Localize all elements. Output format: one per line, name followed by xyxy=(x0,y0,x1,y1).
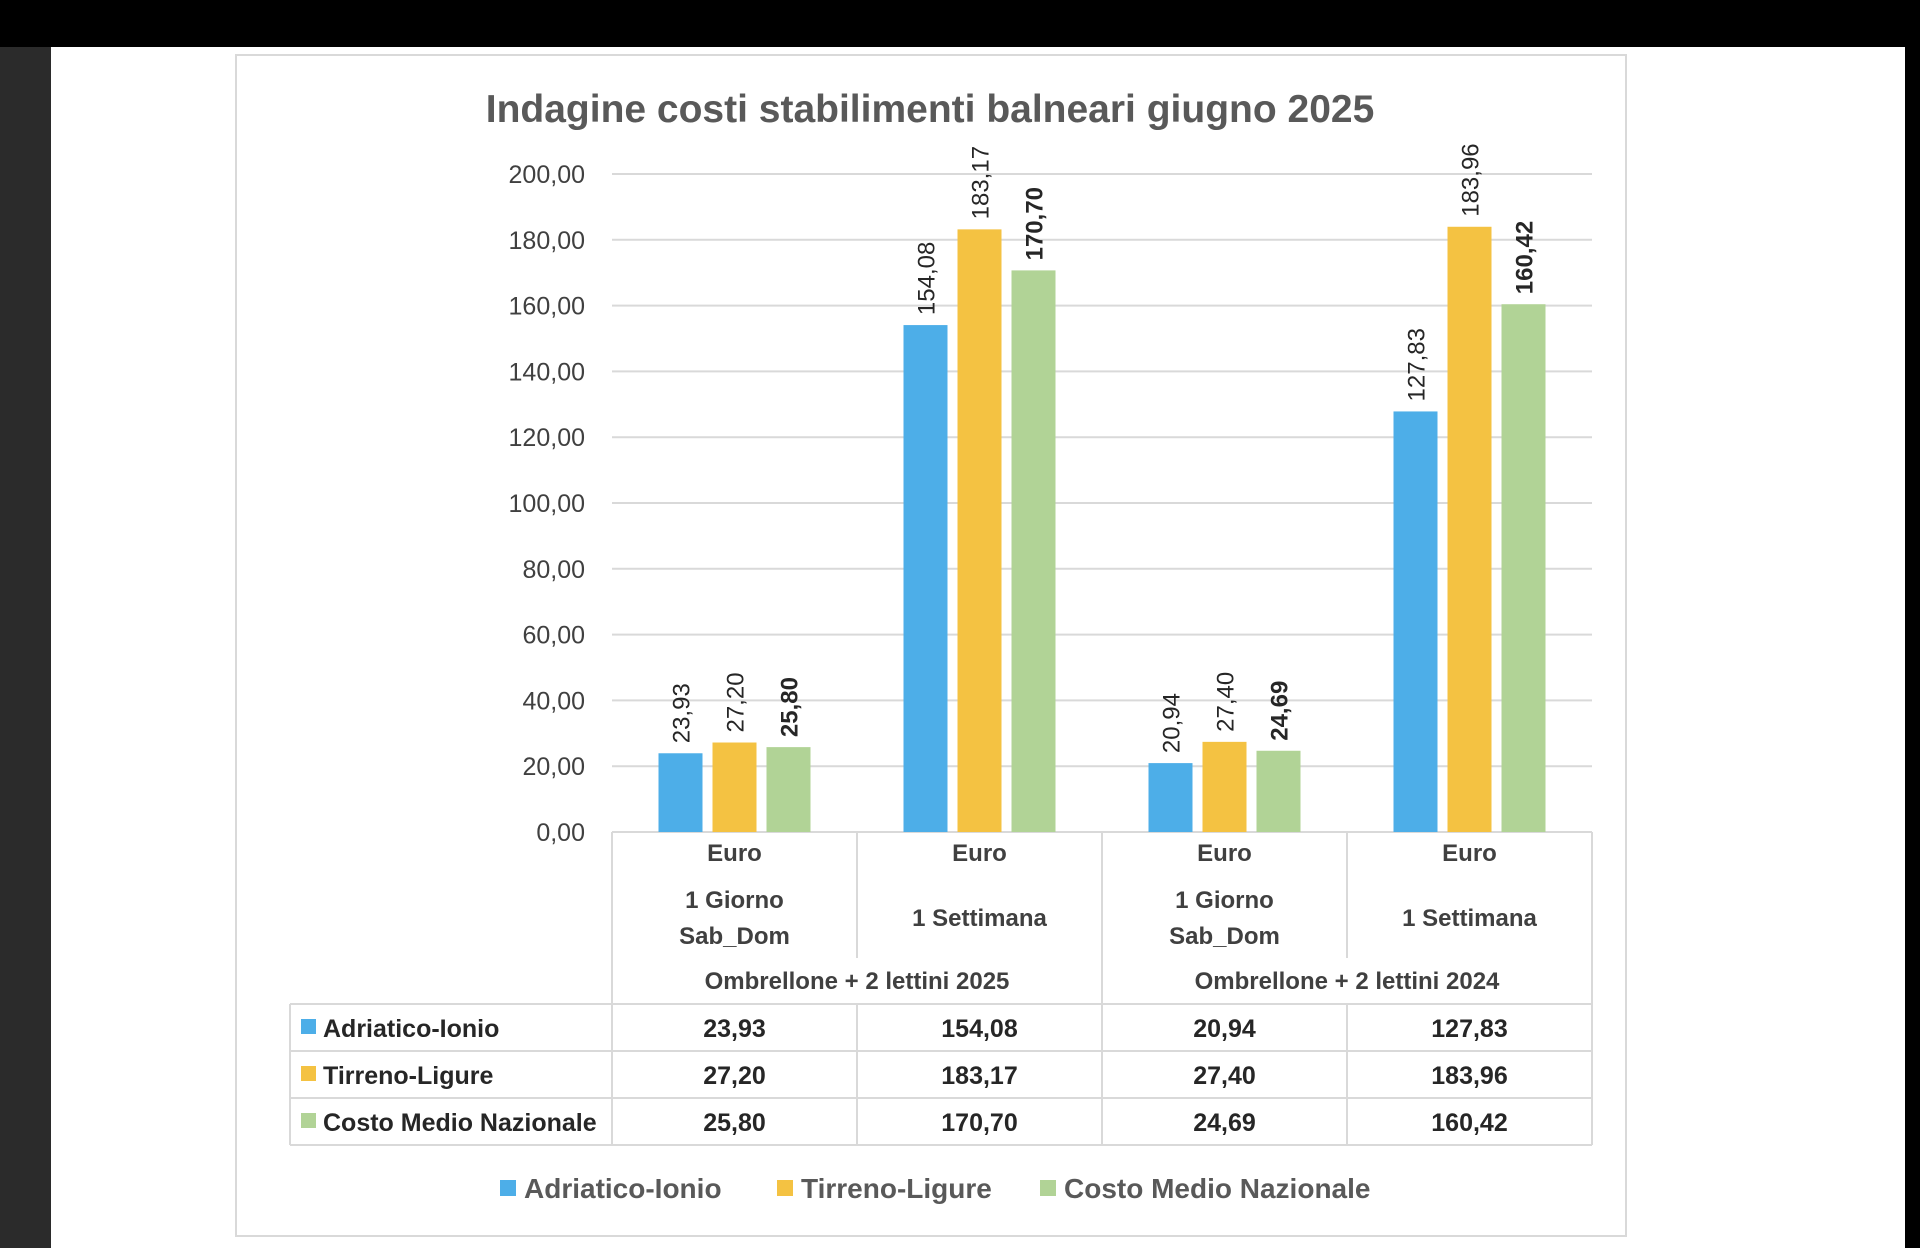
category-label: 1 Giorno xyxy=(1175,887,1274,914)
bar xyxy=(1256,750,1301,832)
left-panel xyxy=(0,47,51,1248)
table-legend-swatch xyxy=(301,1019,316,1034)
bar xyxy=(1011,270,1056,833)
data-label: 20,94 xyxy=(1159,693,1186,753)
table-cell: 170,70 xyxy=(941,1109,1017,1137)
table-cell: 23,93 xyxy=(703,1015,766,1043)
data-label: 27,40 xyxy=(1213,672,1240,732)
chart-title: Indagine costi stabilimenti balneari giu… xyxy=(486,88,1375,131)
group-label: Ombrellone + 2 lettini 2025 xyxy=(705,968,1010,995)
y-tick-label: 80,00 xyxy=(522,556,585,584)
table-cell: 24,69 xyxy=(1193,1109,1256,1137)
data-label: 23,93 xyxy=(669,683,696,743)
legend-label: Adriatico-Ionio xyxy=(524,1173,722,1204)
bars xyxy=(658,226,1546,833)
table-legend-swatch xyxy=(301,1066,316,1081)
legend-swatch xyxy=(1040,1180,1056,1196)
category-unit: Euro xyxy=(707,840,762,867)
table-row-name: Tirreno-Ligure xyxy=(323,1062,493,1090)
data-label: 183,17 xyxy=(968,146,995,219)
table-cell: 20,94 xyxy=(1193,1015,1256,1043)
y-tick-label: 180,00 xyxy=(509,227,585,255)
table-cell: 183,17 xyxy=(941,1062,1017,1090)
data-label: 154,08 xyxy=(914,242,941,315)
table-row-name: Costo Medio Nazionale xyxy=(323,1109,597,1137)
table-cell: 27,40 xyxy=(1193,1062,1256,1090)
y-tick-label: 120,00 xyxy=(509,424,585,452)
bar xyxy=(1393,411,1438,832)
data-label: 170,70 xyxy=(1022,187,1049,260)
table-cell: 154,08 xyxy=(941,1015,1018,1043)
legend-label: Costo Medio Nazionale xyxy=(1064,1173,1370,1204)
y-tick-label: 140,00 xyxy=(509,358,585,386)
legend-label: Tirreno-Ligure xyxy=(801,1173,992,1204)
bar xyxy=(712,742,757,832)
data-table: Euro 1 Giorno Sab_Dom Euro 1 Settimana Euro 1 … xyxy=(289,832,1593,1146)
table-cell: 25,80 xyxy=(703,1109,766,1137)
y-tick-label: 0,00 xyxy=(536,819,585,847)
data-label: 24,69 xyxy=(1267,681,1294,741)
bar xyxy=(903,325,948,832)
table-cell: 127,83 xyxy=(1431,1015,1507,1043)
category-unit: Euro xyxy=(1197,840,1252,867)
bar xyxy=(957,229,1002,832)
category-label: 1 Settimana xyxy=(1402,905,1537,932)
right-panel xyxy=(1905,47,1920,1248)
y-tick-label: 60,00 xyxy=(522,622,585,650)
y-tick-label: 200,00 xyxy=(509,161,585,189)
data-label: 183,96 xyxy=(1458,143,1485,216)
category-unit: Euro xyxy=(952,840,1007,867)
y-tick-label: 100,00 xyxy=(509,490,585,518)
bar xyxy=(1148,763,1193,832)
bar xyxy=(658,753,703,832)
category-label: Sab_Dom xyxy=(1169,923,1280,950)
category-unit: Euro xyxy=(1442,840,1497,867)
y-tick-label: 160,00 xyxy=(509,293,585,321)
table-legend-swatch xyxy=(301,1113,316,1128)
bar xyxy=(1447,226,1492,832)
category-label: 1 Giorno xyxy=(685,887,784,914)
y-axis-ticks: 0,00 20,00 40,00 60,00 80,00 100,00 120,00 140,… xyxy=(509,161,585,847)
group-label: Ombrellone + 2 lettini 2024 xyxy=(1195,968,1500,995)
category-label: Sab_Dom xyxy=(679,923,790,950)
bar xyxy=(1202,741,1247,832)
data-label: 160,42 xyxy=(1512,221,1539,294)
data-label: 27,20 xyxy=(723,672,750,732)
category-label: 1 Settimana xyxy=(912,905,1047,932)
table-cell: 160,42 xyxy=(1431,1109,1507,1137)
legend: Adriatico-Ionio Tirreno-Ligure Costo Medio… xyxy=(500,1173,1370,1204)
legend-swatch xyxy=(500,1180,516,1196)
table-cell: 183,96 xyxy=(1431,1062,1507,1090)
data-label: 25,80 xyxy=(777,677,804,737)
table-cell: 27,20 xyxy=(703,1062,766,1090)
legend-swatch xyxy=(777,1180,793,1196)
data-label: 127,83 xyxy=(1404,328,1431,401)
table-row-name: Adriatico-Ionio xyxy=(323,1015,499,1043)
y-tick-label: 40,00 xyxy=(522,687,585,715)
top-bar xyxy=(0,0,1920,47)
y-tick-label: 20,00 xyxy=(522,753,585,781)
grid xyxy=(612,173,1592,833)
bar xyxy=(1501,304,1546,832)
data-labels: 23,93 27,20 25,80 154,08 183,17 170,70 20,94 27… xyxy=(669,143,1539,753)
bar xyxy=(766,747,811,832)
